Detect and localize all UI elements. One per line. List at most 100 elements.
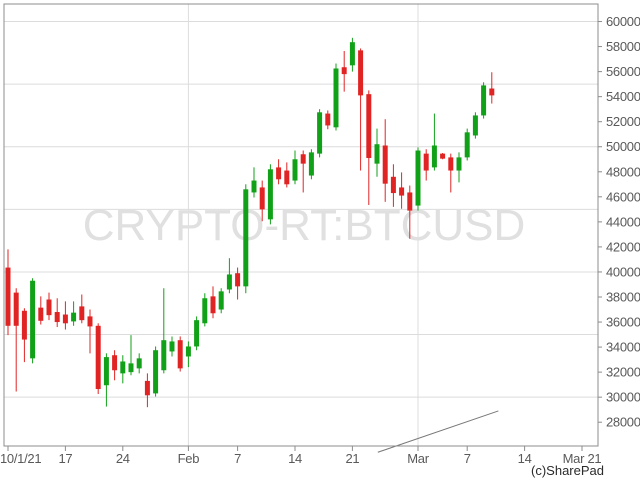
candle[interactable] [54,298,60,328]
candle[interactable] [128,335,134,376]
candle[interactable] [333,63,339,131]
candle[interactable] [276,159,282,185]
candle-body [448,157,454,171]
candle[interactable] [112,350,118,381]
candle[interactable] [300,150,306,193]
candle-body [276,167,282,180]
candle[interactable] [103,353,109,407]
candle[interactable] [358,48,364,171]
candle[interactable] [153,346,159,397]
candle[interactable] [251,167,257,198]
candle-body [169,341,175,352]
candle-body [210,296,216,314]
candle[interactable] [120,355,126,384]
candle[interactable] [399,172,405,209]
candle[interactable] [284,162,290,188]
candle[interactable] [407,185,413,239]
candle[interactable] [325,110,331,130]
candle[interactable] [308,149,314,180]
x-tick-label: 7 [464,451,471,466]
trend-line[interactable] [377,410,499,453]
candle[interactable] [464,128,470,161]
candle[interactable] [267,164,273,225]
candle-body [341,67,347,75]
candle[interactable] [177,336,183,372]
y-tick-label: 42000 [606,239,640,254]
candle-body [399,187,405,196]
candle[interactable] [415,147,421,211]
candle-body [128,363,134,373]
candle[interactable] [341,50,347,92]
candle-body [300,154,306,164]
candle[interactable] [472,112,478,139]
candle[interactable] [144,373,150,408]
y-tick-label: 60000 [606,14,640,29]
candle[interactable] [202,293,208,327]
y-tick-label: 36000 [606,315,640,330]
candle-body [79,306,85,321]
x-tick-label: 17 [58,451,72,466]
candle-body [366,94,372,159]
candle[interactable] [448,153,454,193]
y-tick-label: 44000 [606,214,640,229]
candle[interactable] [185,341,191,368]
candle-body [390,176,396,194]
candle[interactable] [210,286,216,319]
candle[interactable] [423,149,429,181]
candle[interactable] [169,336,175,357]
candle[interactable] [71,301,77,326]
candle[interactable] [349,37,355,72]
candle-body [62,314,68,324]
candle-body [120,361,126,374]
candle[interactable] [259,180,265,222]
candle[interactable] [456,152,462,183]
candle[interactable] [21,308,27,363]
candle[interactable] [218,288,224,314]
candle[interactable] [374,128,380,177]
y-axis: 28000 30000 32000 34000 36000 38000 40000 42000… [598,14,640,430]
candle[interactable] [440,153,446,160]
candle[interactable] [317,109,323,158]
candle[interactable] [62,301,68,330]
x-tick-label: 21 [345,451,359,466]
copyright-credit: (c)SharePad [531,463,604,478]
candle[interactable] [136,353,142,374]
candle[interactable] [481,82,487,119]
x-tick-label: Feb [178,451,200,466]
candle[interactable] [5,249,11,336]
candle[interactable] [390,164,396,207]
candle-body [431,145,437,168]
candle[interactable] [489,72,495,104]
candle[interactable] [161,288,167,374]
candle-body [415,150,421,206]
candle[interactable] [235,267,241,300]
y-tick-label: 48000 [606,164,640,179]
candle[interactable] [87,309,93,354]
candle[interactable] [95,323,101,395]
y-tick-label: 54000 [606,89,640,104]
candle[interactable] [431,113,437,171]
candle-body [423,153,429,171]
candle[interactable] [226,258,232,294]
candle[interactable] [366,90,372,205]
candle-body [185,346,191,357]
candle[interactable] [79,294,85,324]
candle[interactable] [292,150,298,185]
candle[interactable] [13,288,19,392]
gridlines [4,4,598,446]
candle[interactable] [30,278,36,364]
candle[interactable] [46,292,52,321]
candle-body [161,340,167,371]
x-tick-label: 7 [234,451,241,466]
candle[interactable] [194,316,200,351]
candle[interactable] [382,119,388,202]
candle-body [325,113,331,126]
candle-body [267,169,273,220]
x-tick-label: 14 [288,451,302,466]
candle[interactable] [243,184,249,294]
candle-body [284,170,290,185]
candle[interactable] [38,296,44,325]
candle-body [456,157,462,171]
